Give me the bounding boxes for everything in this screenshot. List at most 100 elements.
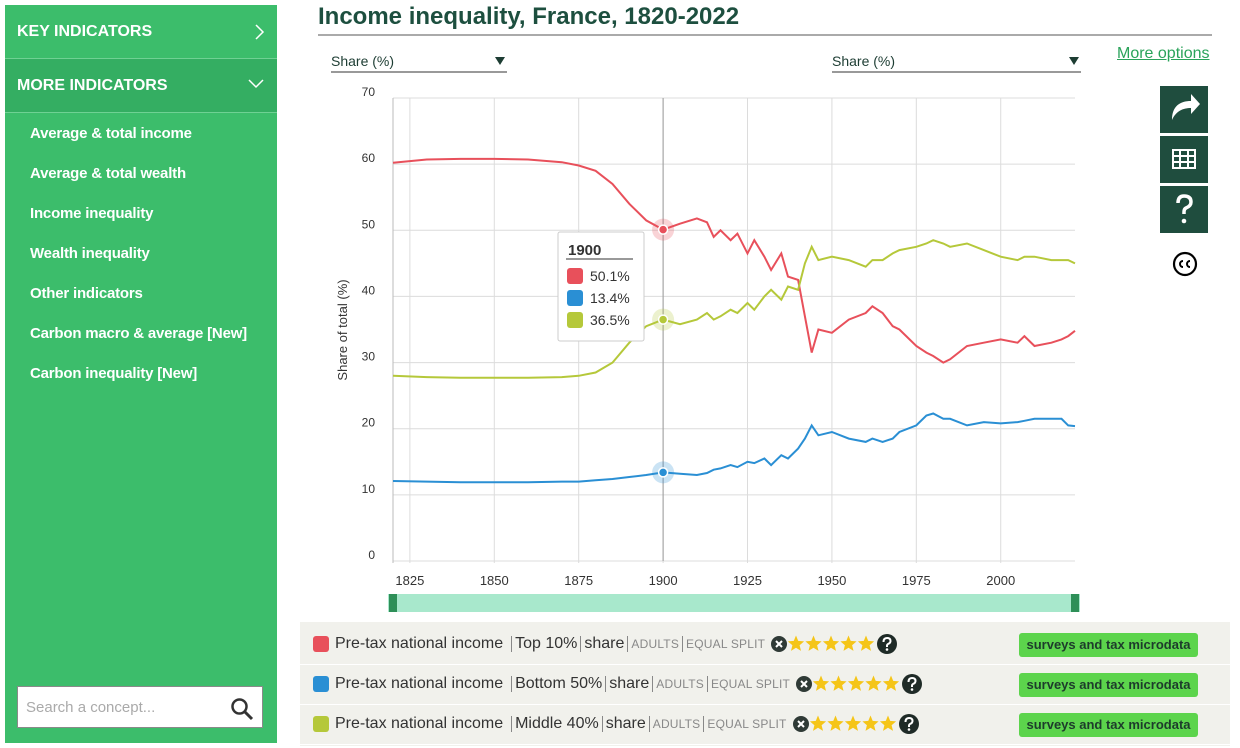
help-button[interactable]	[1160, 186, 1208, 233]
rating-star	[830, 675, 847, 691]
info-dot	[885, 648, 889, 651]
series-swatch[interactable]	[313, 676, 329, 692]
legend-row: Pre-tax national income Middle 40% share AD…	[300, 704, 1230, 745]
info-icon[interactable]	[898, 714, 919, 734]
dropdown-arrow	[1069, 57, 1079, 65]
x-tick-label: 1950	[817, 573, 846, 588]
rating-star	[788, 635, 805, 651]
separator	[706, 676, 708, 692]
rating-star	[879, 715, 896, 731]
indicator-link[interactable]: Income inequality	[30, 205, 154, 222]
section-header[interactable]: MORE INDICATORS	[5, 59, 277, 113]
split: EQUAL SPLIT	[686, 637, 766, 651]
rating	[788, 635, 875, 651]
separator	[511, 636, 513, 652]
rating-star	[840, 635, 857, 651]
remove-icon[interactable]	[796, 676, 813, 692]
search-box[interactable]: Search a concept...	[17, 686, 263, 728]
x-tick-label: 1825	[395, 573, 424, 588]
button-bg	[1160, 86, 1208, 133]
x-tick-label: 2000	[986, 573, 1015, 588]
chart: Income inequality, France, 1820-2022 Sha…	[318, 3, 1212, 612]
chart-title: Income inequality, France, 1820-2022	[318, 3, 739, 30]
measure: share	[584, 635, 625, 652]
concept: Pre-tax national income	[335, 715, 504, 732]
legend-row: Pre-tax national income Bottom 50% share AD…	[300, 664, 1230, 705]
remove-icon[interactable]	[792, 716, 809, 732]
remove-cross	[800, 680, 808, 688]
y-tick-label: 0	[368, 548, 375, 562]
y-tick-label: 40	[362, 283, 376, 297]
slider-handle[interactable]	[389, 594, 397, 612]
search-placeholder: Search a concept...	[26, 699, 156, 716]
x-tick-label: 1900	[649, 573, 678, 588]
split: EQUAL SPLIT	[707, 717, 787, 731]
rating-star	[844, 715, 861, 731]
y-tick-label: 50	[362, 217, 376, 231]
dropdown-arrow	[495, 57, 505, 65]
slider-handle[interactable]	[1071, 594, 1079, 612]
remove-icon[interactable]	[771, 636, 788, 652]
x-tick-label: 1925	[733, 573, 762, 588]
separator	[703, 716, 705, 732]
selector-label: Share (%)	[331, 53, 394, 69]
y-tick-label: 70	[362, 85, 376, 99]
indicator-link[interactable]: Average & total wealth	[30, 165, 186, 182]
help-icon	[1176, 194, 1193, 214]
rating-star	[826, 715, 844, 731]
source-badge[interactable]: surveys and tax microdata	[1019, 633, 1198, 657]
share-button[interactable]	[1160, 86, 1208, 133]
series-line	[392, 157, 1076, 364]
range-slider[interactable]	[388, 594, 1080, 612]
source-badge[interactable]: surveys and tax microdata	[1019, 673, 1198, 697]
tooltip-value: 13.4%	[590, 290, 630, 306]
indicator-link[interactable]: Carbon inequality [New]	[30, 365, 198, 382]
info-icon[interactable]	[877, 634, 898, 654]
y-tick-label: 20	[362, 416, 376, 430]
measure: share	[605, 715, 646, 732]
selector[interactable]: Share (%)	[331, 53, 507, 73]
source-badge[interactable]: surveys and tax microdata	[1019, 713, 1198, 737]
series-swatch[interactable]	[313, 716, 329, 732]
series-line	[392, 239, 1076, 379]
button-bg	[1160, 136, 1208, 183]
population: ADULTS	[656, 677, 704, 691]
license-icon[interactable]	[1172, 251, 1198, 277]
separator	[511, 676, 513, 692]
rating-star	[823, 635, 840, 651]
measure: share	[609, 675, 650, 692]
x-tick-label: 1975	[902, 573, 931, 588]
info-icon[interactable]	[902, 674, 923, 694]
selector-label: Share (%)	[832, 53, 895, 69]
series-swatch[interactable]	[313, 636, 329, 652]
sidebar: KEY INDICATORS MORE INDICATORS Average &…	[5, 5, 277, 743]
info-dot	[910, 688, 914, 691]
separator	[652, 676, 654, 692]
indicator-link[interactable]: Wealth inequality	[30, 245, 150, 262]
selector[interactable]: Share (%)	[832, 53, 1081, 73]
separator	[648, 716, 650, 732]
tooltip-value: 50.1%	[590, 268, 630, 284]
section-title: KEY INDICATORS	[17, 23, 153, 40]
indicator-link[interactable]: Average & total income	[30, 125, 192, 142]
table-button[interactable]	[1160, 136, 1208, 183]
info-mark	[907, 676, 917, 687]
hover-point	[657, 314, 669, 325]
more-options-link[interactable]: More options	[1117, 45, 1210, 62]
y-tick-label: 60	[362, 151, 376, 165]
section-header[interactable]: KEY INDICATORS	[5, 5, 277, 59]
indicator-link[interactable]: Other indicators	[30, 285, 143, 302]
series-line	[392, 412, 1076, 484]
population: ADULTS	[631, 637, 680, 651]
tooltip-value: 36.5%	[590, 312, 630, 328]
search-icon[interactable]	[230, 697, 254, 721]
separator	[605, 676, 607, 692]
grid: 0 10 20 30 40 50 60 70 1825 1850 1875 1900 1925 1950 1…	[362, 85, 1075, 588]
rating	[809, 715, 896, 731]
chevron-icon	[248, 79, 264, 89]
indicator-link[interactable]: Carbon macro & average [New]	[30, 325, 247, 342]
group: Bottom 50%	[515, 675, 603, 692]
x-tick-label: 1875	[564, 573, 593, 588]
separator	[627, 636, 629, 652]
